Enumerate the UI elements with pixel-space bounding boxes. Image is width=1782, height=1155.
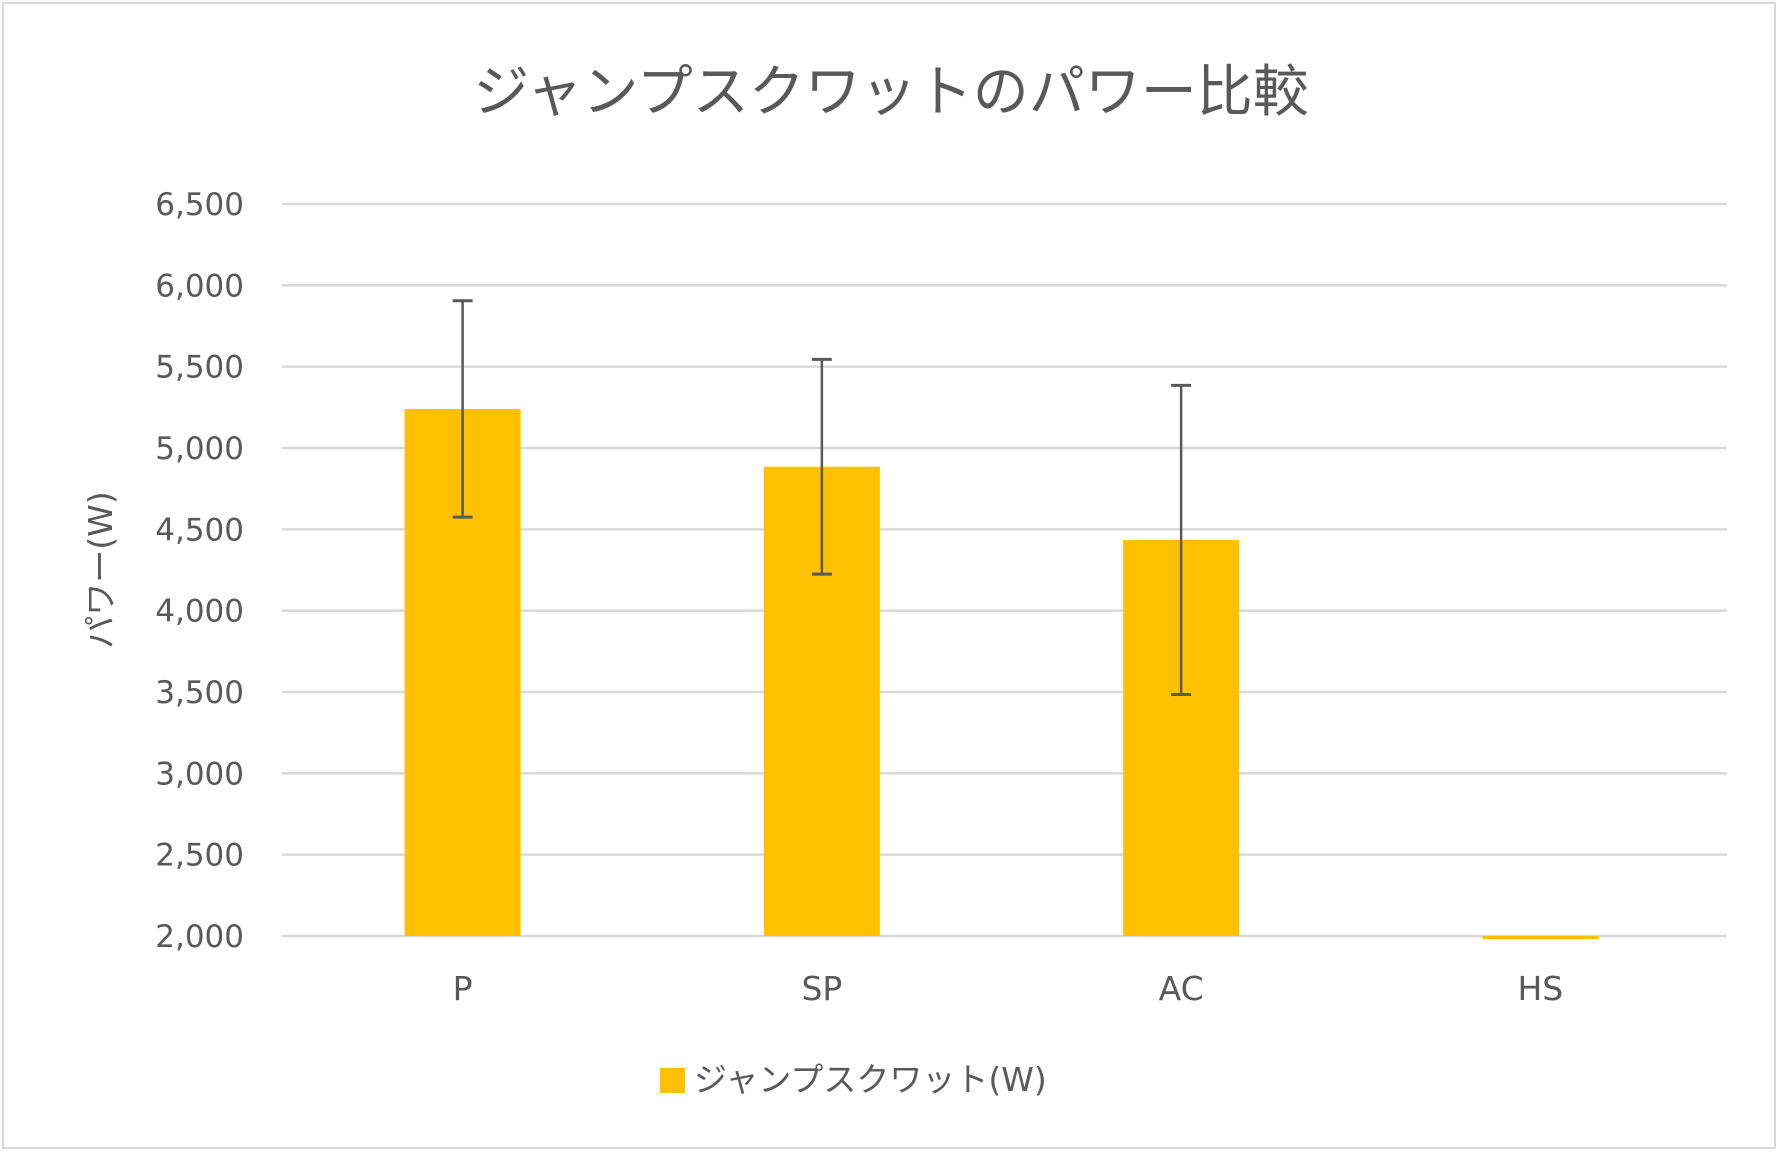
y-tick-label: 6,500: [155, 187, 244, 223]
y-axis-label: パワー(W): [81, 491, 120, 648]
legend-label: ジャンプスクワット(W): [694, 1060, 1047, 1099]
x-tick-label: P: [453, 969, 473, 1008]
y-tick-label: 5,000: [155, 431, 244, 467]
y-tick-label: 3,500: [155, 675, 244, 711]
chart-title: ジャンプスクワットのパワー比較: [473, 60, 1309, 125]
x-tick-label: AC: [1159, 969, 1204, 1008]
y-tick-label: 2,000: [155, 919, 244, 955]
legend: ジャンプスクワット(W): [660, 1060, 1047, 1099]
y-tick-label: 2,500: [155, 838, 244, 874]
legend-swatch: [660, 1068, 685, 1093]
x-tick-label: HS: [1517, 969, 1563, 1008]
bar-hs: [1482, 936, 1599, 939]
y-tick-label: 4,500: [155, 512, 244, 548]
y-tick-label: 5,500: [155, 350, 244, 386]
y-tick-label: 3,000: [155, 756, 244, 792]
x-tick-label: SP: [801, 969, 842, 1008]
y-tick-label: 6,000: [155, 268, 244, 304]
y-tick-label: 4,000: [155, 594, 244, 630]
